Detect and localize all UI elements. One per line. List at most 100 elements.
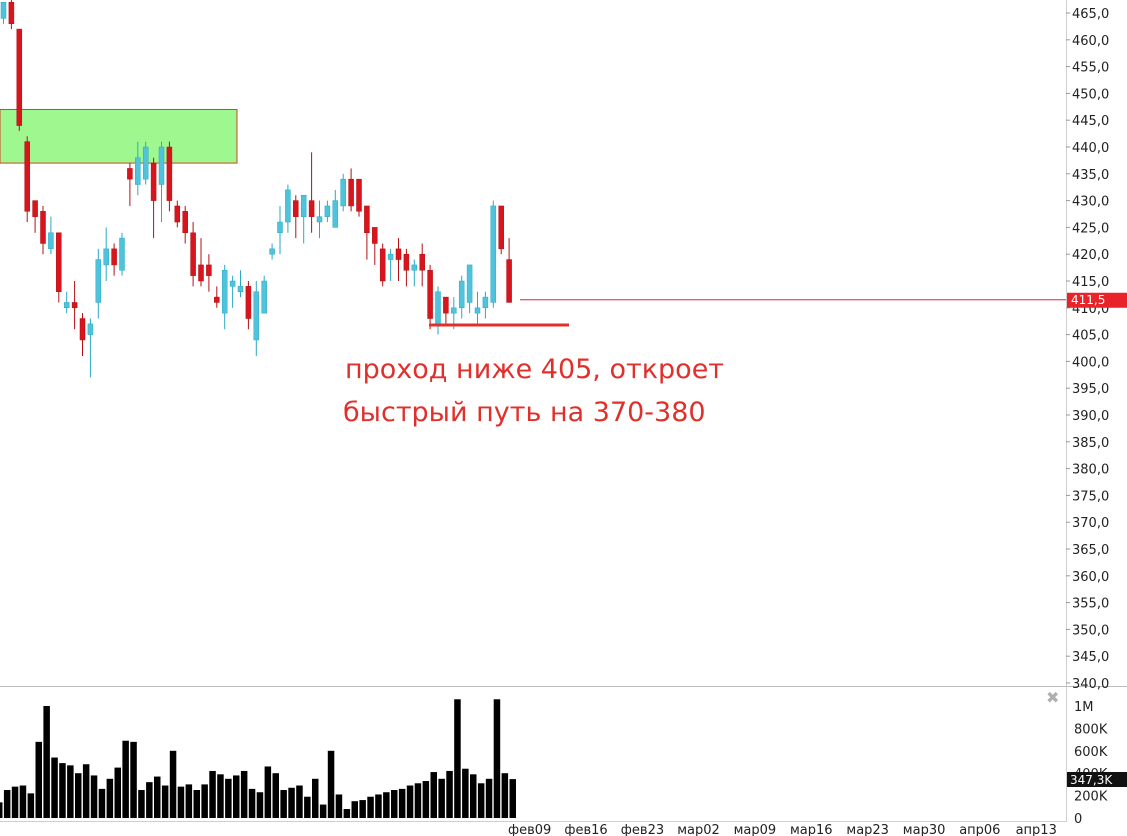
- candle[interactable]: [245, 286, 252, 319]
- candle[interactable]: [348, 178, 354, 207]
- volume-bar: [493, 699, 501, 818]
- last-volume-label: 347,3K: [1070, 773, 1113, 787]
- candle[interactable]: [71, 302, 78, 309]
- candle[interactable]: [198, 264, 204, 282]
- volume-bar: [193, 790, 200, 818]
- candle[interactable]: [166, 146, 173, 201]
- candle[interactable]: [474, 307, 481, 314]
- candle[interactable]: [285, 189, 291, 223]
- candle[interactable]: [364, 205, 370, 234]
- candle[interactable]: [356, 178, 362, 212]
- candle[interactable]: [316, 216, 323, 223]
- candle[interactable]: [403, 253, 410, 271]
- candle[interactable]: [269, 248, 275, 255]
- candle[interactable]: [458, 280, 465, 309]
- candle[interactable]: [221, 270, 228, 314]
- price-tick-label: 365,0: [1072, 543, 1109, 558]
- price-tick-label: 425,0: [1072, 221, 1109, 236]
- date-label: фев16: [564, 823, 607, 836]
- candle[interactable]: [277, 221, 283, 234]
- candle[interactable]: [206, 264, 212, 276]
- candle[interactable]: [119, 237, 125, 271]
- candle[interactable]: [150, 162, 157, 201]
- candle[interactable]: [340, 178, 346, 207]
- candle[interactable]: [237, 286, 244, 292]
- volume-bar: [272, 773, 279, 818]
- price-tick-label: 340,0: [1072, 677, 1109, 692]
- candle[interactable]: [332, 200, 339, 228]
- price-tick-label: 375,0: [1072, 489, 1109, 504]
- volume-bar: [122, 740, 129, 818]
- candle[interactable]: [87, 323, 94, 335]
- volume-bar: [462, 768, 469, 818]
- candle[interactable]: [135, 157, 141, 185]
- candle[interactable]: [182, 211, 188, 234]
- candle[interactable]: [506, 259, 512, 303]
- candle[interactable]: [63, 302, 70, 309]
- price-tick-label: 385,0: [1072, 436, 1109, 451]
- candle[interactable]: [214, 296, 220, 303]
- candle[interactable]: [482, 296, 489, 309]
- candle[interactable]: [48, 232, 54, 250]
- candle[interactable]: [16, 28, 23, 126]
- candle[interactable]: [466, 264, 473, 303]
- candle[interactable]: [498, 205, 504, 250]
- price-tick-label: 400,0: [1072, 355, 1109, 370]
- date-label: мар30: [903, 823, 946, 836]
- candle[interactable]: [427, 270, 433, 319]
- volume-bar: [406, 785, 414, 818]
- volume-bar: [225, 778, 232, 818]
- candle[interactable]: [111, 248, 117, 266]
- volume-bars-group: [0, 699, 516, 818]
- volume-bar: [98, 788, 106, 818]
- volume-bar: [438, 778, 445, 818]
- candle[interactable]: [0, 2, 7, 19]
- candle[interactable]: [308, 200, 315, 217]
- candle[interactable]: [451, 307, 457, 314]
- candle[interactable]: [32, 200, 38, 217]
- candle[interactable]: [300, 194, 307, 217]
- candle[interactable]: [174, 205, 181, 223]
- candle[interactable]: [8, 2, 15, 24]
- candle[interactable]: [95, 259, 102, 303]
- resistance-zone[interactable]: [0, 108, 238, 164]
- candle[interactable]: [435, 291, 441, 325]
- candle[interactable]: [56, 232, 62, 292]
- candle[interactable]: [372, 227, 378, 244]
- candle[interactable]: [387, 253, 394, 260]
- volume-bar: [454, 699, 461, 818]
- candle[interactable]: [411, 264, 418, 271]
- candle[interactable]: [490, 205, 497, 303]
- candle[interactable]: [395, 248, 402, 260]
- date-label: фев09: [508, 823, 551, 836]
- candle[interactable]: [142, 146, 149, 180]
- candle[interactable]: [79, 318, 86, 341]
- candle[interactable]: [158, 146, 165, 185]
- candle[interactable]: [190, 232, 196, 276]
- candle[interactable]: [379, 248, 386, 282]
- volume-axis-ticks: 1M800K600K400K200K0: [1074, 700, 1108, 827]
- volume-bar: [398, 788, 406, 818]
- candle[interactable]: [443, 296, 449, 314]
- candle[interactable]: [24, 141, 30, 212]
- candle[interactable]: [293, 200, 299, 217]
- candle[interactable]: [127, 168, 133, 180]
- close-pane-icon[interactable]: ✖: [1046, 688, 1059, 707]
- candle[interactable]: [40, 211, 46, 244]
- price-tick-label: 405,0: [1072, 329, 1109, 344]
- annotation-line-2: быстрый путь на 370-380: [343, 397, 706, 428]
- volume-bar: [185, 784, 193, 818]
- volume-bar: [304, 796, 311, 818]
- volume-bar: [51, 757, 58, 818]
- candle[interactable]: [324, 205, 331, 217]
- candle[interactable]: [419, 253, 425, 271]
- volume-bar: [288, 787, 295, 818]
- annotation-line-1: проход ниже 405, откроет: [345, 354, 724, 385]
- candle[interactable]: [103, 248, 109, 266]
- candle[interactable]: [253, 291, 260, 341]
- candle[interactable]: [261, 280, 267, 314]
- date-label: мар02: [677, 823, 720, 836]
- volume-bar: [59, 763, 66, 818]
- candle[interactable]: [229, 280, 236, 287]
